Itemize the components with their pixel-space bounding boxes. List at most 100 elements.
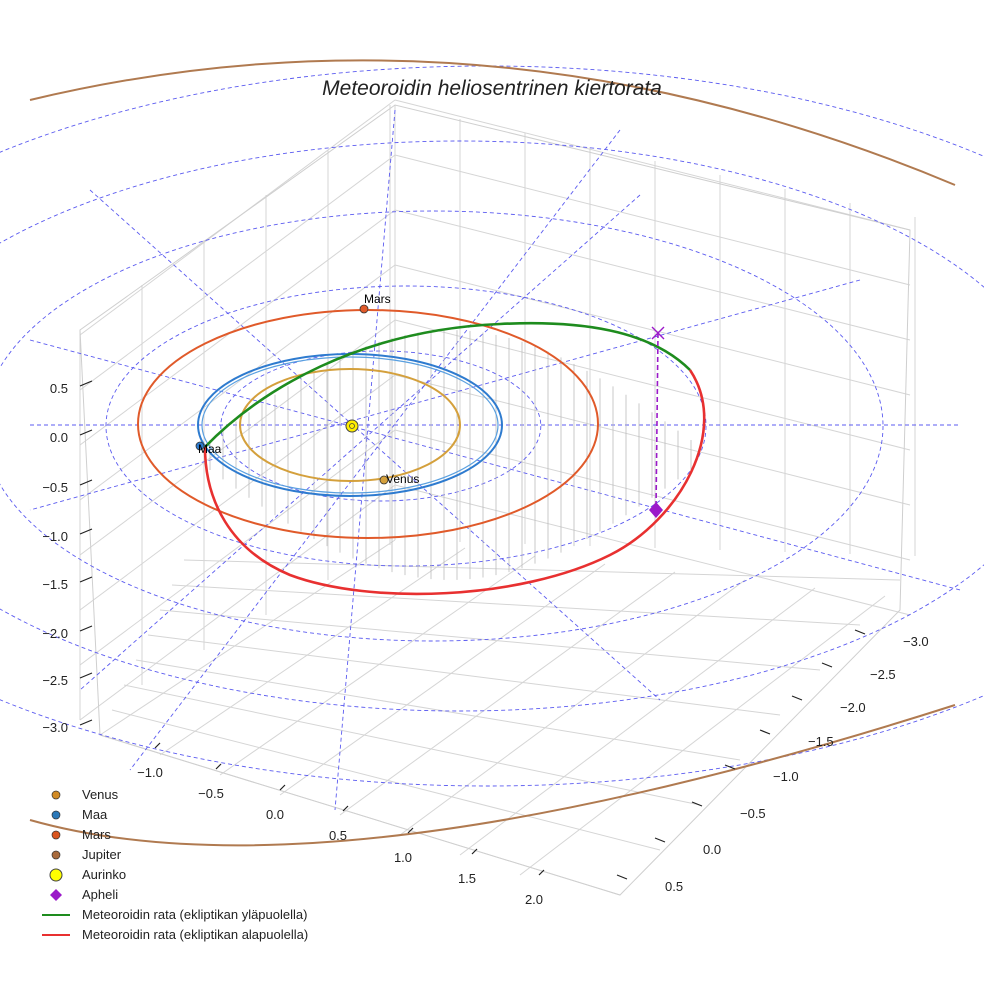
y-tick-label: −1.0 [773,769,799,784]
maa-marker [195,441,205,451]
legend-label: Meteoroidin rata (ekliptikan yläpuolella… [82,907,307,922]
venus-marker [379,475,389,485]
tick-mark [724,764,736,770]
grid-line [459,587,816,856]
tick-mark [79,479,93,486]
x-tick-label: −0.5 [198,786,224,801]
grid-line [339,571,676,816]
legend-label: Venus [82,787,119,802]
box-grid [79,99,916,896]
grid-line [99,539,396,736]
polar-spoke [79,194,641,691]
y-tick-label: −0.5 [740,806,766,821]
grid-line [135,659,741,761]
polar-spoke [29,279,861,511]
drop-lines [209,330,692,580]
y-tick-label: 0.5 [665,879,683,894]
grid-line [394,264,911,396]
tick-mark [854,629,866,635]
meteoroid-above [204,321,691,448]
meteoroid-below [203,369,706,596]
orbits [29,59,956,847]
legend-item: Aurinko [49,867,126,882]
z-tick-label: −3.0 [42,720,68,735]
legend-label: Meteoroidin rata (ekliptikan alapuolella… [82,927,308,942]
orbit-maa-inner [201,356,499,494]
grid-line [399,579,746,836]
polar-spoke [29,339,961,591]
box-outline [79,104,911,896]
grid-line [79,319,396,556]
polar-spoke [334,109,396,811]
polar-spoke [89,189,661,701]
grid-line [79,154,396,391]
polar-ring [105,285,707,567]
orbit-venus [239,368,461,482]
grid-line [79,209,396,446]
legend-marker-mars [51,830,61,840]
x-tick-label: 1.5 [458,871,476,886]
grid-line [519,595,886,876]
label-venus: Venus [386,472,419,486]
sun-marker [345,419,359,433]
z-tick-label: 0.5 [50,381,68,396]
sun-core [349,423,355,429]
aphelion-projection-x [651,326,665,340]
tick-mark [79,429,93,436]
z-tick-label: −0.5 [42,480,68,495]
grid-line [147,634,781,716]
label-maa: Maa [198,442,222,456]
aphelion-drop-line [655,332,659,511]
x-tick-label: 0.0 [266,807,284,822]
legend-label: Apheli [82,887,118,902]
legend-item: Mars [51,827,111,842]
grid-line [111,709,661,851]
tick-mark [154,742,161,749]
y-tick-label: 0.0 [703,842,721,857]
grid-line [394,99,911,231]
tick-mark [691,801,703,807]
y-tick-label: −1.5 [808,734,834,749]
grid-line [123,684,701,806]
legend-marker-venus [51,790,61,800]
z-tick-label: −2.0 [42,626,68,641]
legend-marker-apheli [50,889,62,901]
z-tick-label: −1.0 [42,529,68,544]
axis-ticks: 0.5 0.0 −0.5 −1.0 −1.5 −2.0 −2.5 −3.0 −1.0 −0.5 0.… [42,380,929,907]
orbit-jupiter-top [29,59,956,186]
mars-marker [359,304,369,314]
x-tick-label: 0.5 [329,828,347,843]
tick-mark [407,827,414,834]
tick-mark [79,719,93,726]
tick-mark [79,576,93,583]
polar-spoke [129,129,621,771]
tick-mark [821,662,833,668]
grid-line [159,547,466,756]
legend-item: Maa [51,807,108,822]
grid-line [394,374,911,506]
legend-item: Meteoroidin rata (ekliptikan alapuolella… [42,927,308,942]
grid-line [394,429,911,561]
legend-label: Jupiter [82,847,122,862]
z-tick-label: −2.5 [42,673,68,688]
polar-ring [0,140,984,712]
grid-line [79,484,396,721]
tick-mark [215,763,222,770]
x-tick-label: 2.0 [525,892,543,907]
legend-marker-maa [51,810,61,820]
z-tick-label: −1.5 [42,577,68,592]
legend-item: Jupiter [51,847,122,862]
x-tick-label: 1.0 [394,850,412,865]
grid-line [183,559,901,581]
legend-marker-jupiter [51,850,61,860]
tick-mark [759,729,771,735]
legend-label: Maa [82,807,108,822]
z-tick-label: 0.0 [50,430,68,445]
polar-grid [0,65,984,811]
tick-mark [471,848,478,855]
y-tick-label: −2.5 [870,667,896,682]
legend-item: Meteoroidin rata (ekliptikan yläpuolella… [42,907,307,922]
orbit-jupiter-bottom [29,704,956,847]
